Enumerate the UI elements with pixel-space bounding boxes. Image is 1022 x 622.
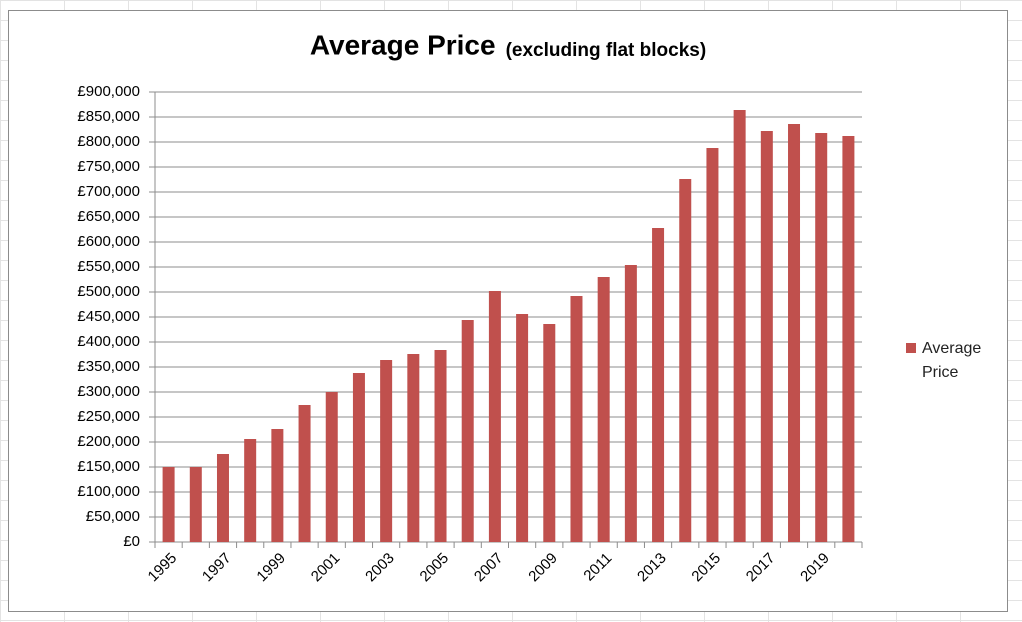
- y-tick-label: £750,000: [77, 158, 140, 175]
- bar: [706, 148, 719, 542]
- bar: [216, 454, 229, 542]
- bar: [162, 467, 175, 542]
- y-tick-label: £0: [123, 533, 140, 550]
- chart-title: Average Price: [310, 29, 496, 60]
- y-tick-label: £50,000: [86, 508, 140, 525]
- y-tick-label: £150,000: [77, 458, 140, 475]
- y-tick-label: £500,000: [77, 283, 140, 300]
- chart-subtitle: (excluding flat blocks): [506, 40, 707, 61]
- bar: [325, 392, 338, 542]
- x-tick-label: 1999: [253, 550, 289, 586]
- bar: [434, 350, 447, 542]
- x-tick-label: 2013: [634, 550, 670, 586]
- x-tick-label: 2017: [743, 550, 779, 586]
- bar: [815, 133, 828, 542]
- y-tick-label: £550,000: [77, 258, 140, 275]
- y-tick-label: £800,000: [77, 133, 140, 150]
- legend-label: Average Price: [922, 340, 982, 381]
- bar: [597, 277, 610, 542]
- bar: [298, 405, 311, 542]
- y-tick-label: £350,000: [77, 358, 140, 375]
- x-tick-label: 2003: [362, 550, 398, 586]
- bar: [271, 429, 284, 542]
- y-tick-label: £650,000: [77, 208, 140, 225]
- y-tick-label: £200,000: [77, 433, 140, 450]
- bar: [624, 265, 637, 542]
- bar: [244, 439, 257, 542]
- y-tick-label: £100,000: [77, 483, 140, 500]
- bar: [352, 373, 365, 542]
- bar: [788, 124, 801, 542]
- x-tick-label: 2011: [580, 550, 615, 585]
- x-tick-label: 2007: [471, 550, 507, 586]
- legend-swatch: [906, 343, 916, 353]
- bar: [733, 110, 746, 542]
- bar: [380, 360, 393, 542]
- x-tick-label: 1995: [145, 550, 181, 586]
- x-tick-label: 2009: [525, 550, 561, 586]
- x-tick-label: 1997: [199, 550, 235, 586]
- bar: [189, 467, 202, 542]
- bar: [842, 136, 855, 542]
- y-tick-label: £600,000: [77, 233, 140, 250]
- x-tick-label: 2019: [797, 550, 833, 586]
- bar: [570, 296, 583, 542]
- y-tick-label: £300,000: [77, 383, 140, 400]
- y-tick-label: £250,000: [77, 408, 140, 425]
- bar: [679, 179, 692, 542]
- x-tick-label: 2015: [688, 550, 724, 586]
- y-tick-label: £450,000: [77, 308, 140, 325]
- y-tick-label: £400,000: [77, 333, 140, 350]
- bar: [516, 314, 529, 542]
- bar: [760, 131, 773, 542]
- bar: [407, 354, 420, 542]
- bar: [652, 228, 665, 542]
- bar: [461, 320, 474, 542]
- y-tick-label: £700,000: [77, 183, 140, 200]
- bar: [488, 291, 501, 542]
- y-tick-label: £900,000: [77, 83, 140, 100]
- y-tick-label: £850,000: [77, 108, 140, 125]
- bar: [543, 324, 556, 542]
- chart-frame: [8, 10, 1008, 612]
- x-tick-label: 2001: [308, 550, 344, 586]
- x-tick-label: 2005: [417, 550, 453, 586]
